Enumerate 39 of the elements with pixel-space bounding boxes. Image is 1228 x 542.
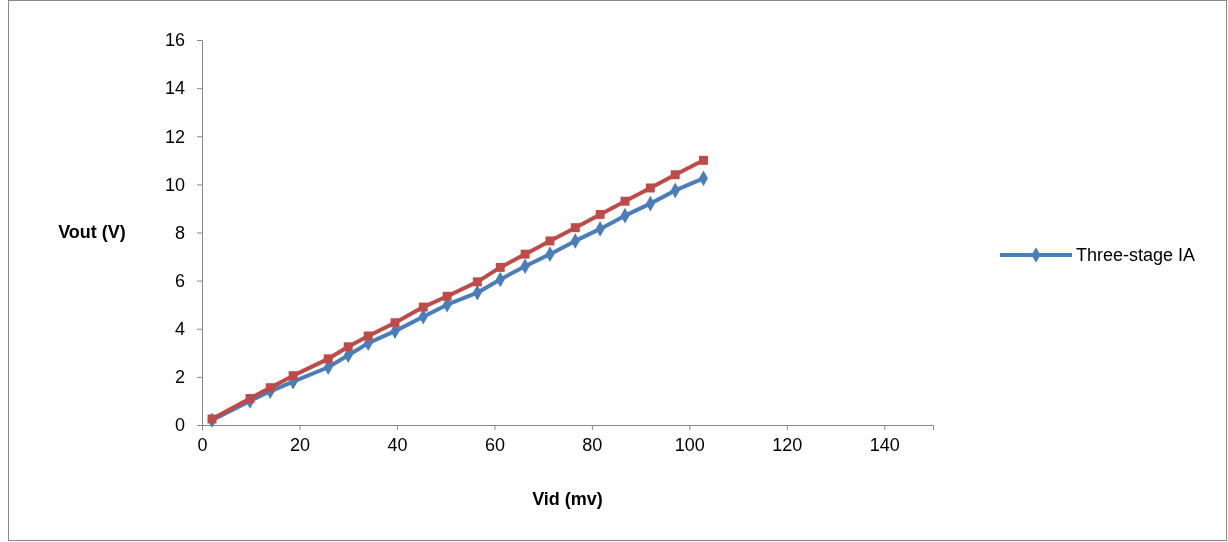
point (472, 277, 482, 287)
point (520, 249, 530, 259)
point (288, 371, 298, 381)
point (698, 155, 708, 165)
x-tick-label: 20 (289, 434, 310, 455)
point (245, 394, 255, 403)
point (442, 291, 452, 301)
y-tick-label: 12 (164, 126, 185, 147)
point (418, 302, 428, 312)
x-axis-title: Vid (mv) (532, 489, 603, 509)
point (620, 196, 630, 206)
point (595, 209, 605, 219)
point (645, 183, 655, 193)
point (670, 170, 680, 180)
y-tick-label: 10 (164, 174, 185, 195)
point (323, 354, 333, 364)
x-tick-label: 60 (484, 434, 505, 455)
y-tick-label: 0 (174, 415, 185, 436)
x-tick-label: 0 (197, 434, 208, 455)
x-tick-label: 100 (674, 434, 705, 455)
legend-label: Three-stage IA (1076, 245, 1196, 265)
y-axis-title: Vout (V) (58, 222, 126, 242)
point (265, 383, 275, 393)
y-tick-label: 2 (174, 367, 185, 388)
x-tick-label: 40 (387, 434, 408, 455)
y-tick-label: 14 (164, 78, 185, 99)
x-tick-label: 80 (582, 434, 603, 455)
point (495, 262, 505, 272)
point (363, 331, 373, 341)
point (570, 223, 580, 233)
point (343, 342, 353, 352)
point (545, 236, 555, 246)
x-tick-label: 140 (869, 434, 900, 455)
y-tick-label: 8 (174, 222, 185, 243)
y-tick-label: 16 (164, 30, 185, 51)
point (390, 318, 400, 328)
y-tick-label: 4 (174, 319, 185, 340)
y-tick-label: 6 (174, 270, 185, 291)
x-tick-label: 120 (772, 434, 803, 455)
